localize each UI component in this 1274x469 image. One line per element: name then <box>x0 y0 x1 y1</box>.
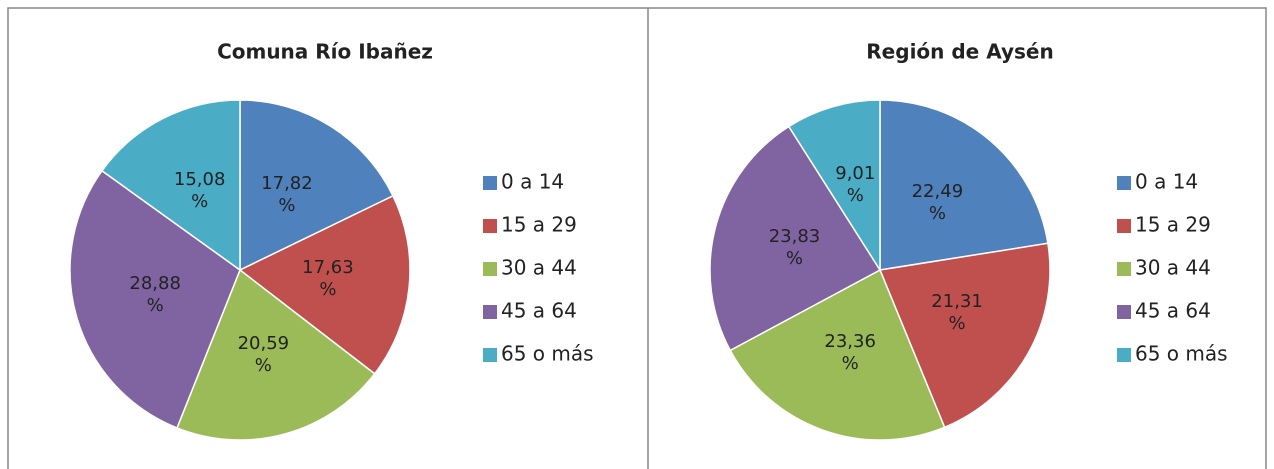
pie-slice <box>176 268 376 441</box>
pie-slice <box>238 194 411 375</box>
legend-swatch <box>483 348 497 362</box>
legend-swatch <box>483 305 497 319</box>
chart-title: Comuna Río Ibañez <box>217 40 433 64</box>
legend-swatch <box>483 262 497 276</box>
legend-label: 0 a 14 <box>501 170 564 194</box>
data-label: 20,59 % <box>237 333 290 377</box>
legend-swatch <box>1117 262 1131 276</box>
legend-swatch <box>1117 219 1131 233</box>
data-label: 15,08 % <box>173 169 226 213</box>
legend-label: 15 a 29 <box>1135 213 1211 237</box>
pie-slice <box>879 99 1049 271</box>
data-label: 17,82 % <box>261 173 313 217</box>
pie-slice <box>69 169 241 429</box>
data-label: 23,83 % <box>768 225 821 269</box>
legend-label: 30 a 44 <box>1135 256 1211 280</box>
legend-label: 65 o más <box>501 342 594 366</box>
legend-swatch <box>1117 176 1131 190</box>
legend-swatch <box>1117 348 1131 362</box>
pie-slice <box>239 99 394 272</box>
data-label: 9,01 % <box>835 163 876 207</box>
data-label: 22,49 % <box>911 180 964 224</box>
data-label: 17,63 % <box>302 257 354 301</box>
pie-slice <box>729 268 946 441</box>
pie-slice <box>709 125 882 352</box>
chart-title: Región de Aysén <box>866 40 1053 64</box>
legend-label: 30 a 44 <box>501 256 577 280</box>
legend-label: 0 a 14 <box>1135 170 1198 194</box>
legend-swatch <box>483 219 497 233</box>
legend-swatch <box>483 176 497 190</box>
pie-slice <box>878 242 1051 429</box>
legend-label: 45 a 64 <box>501 299 577 323</box>
legend-label: 45 a 64 <box>1135 299 1211 323</box>
data-label: 21,31 % <box>931 291 983 335</box>
pie-slice <box>100 99 241 272</box>
data-label: 23,36 % <box>824 331 876 375</box>
legend-label: 65 o más <box>1135 342 1228 366</box>
legend-label: 15 a 29 <box>501 213 577 237</box>
data-label: 28,88 % <box>129 272 181 316</box>
pie-slice <box>787 99 881 273</box>
legend-swatch <box>1117 305 1131 319</box>
